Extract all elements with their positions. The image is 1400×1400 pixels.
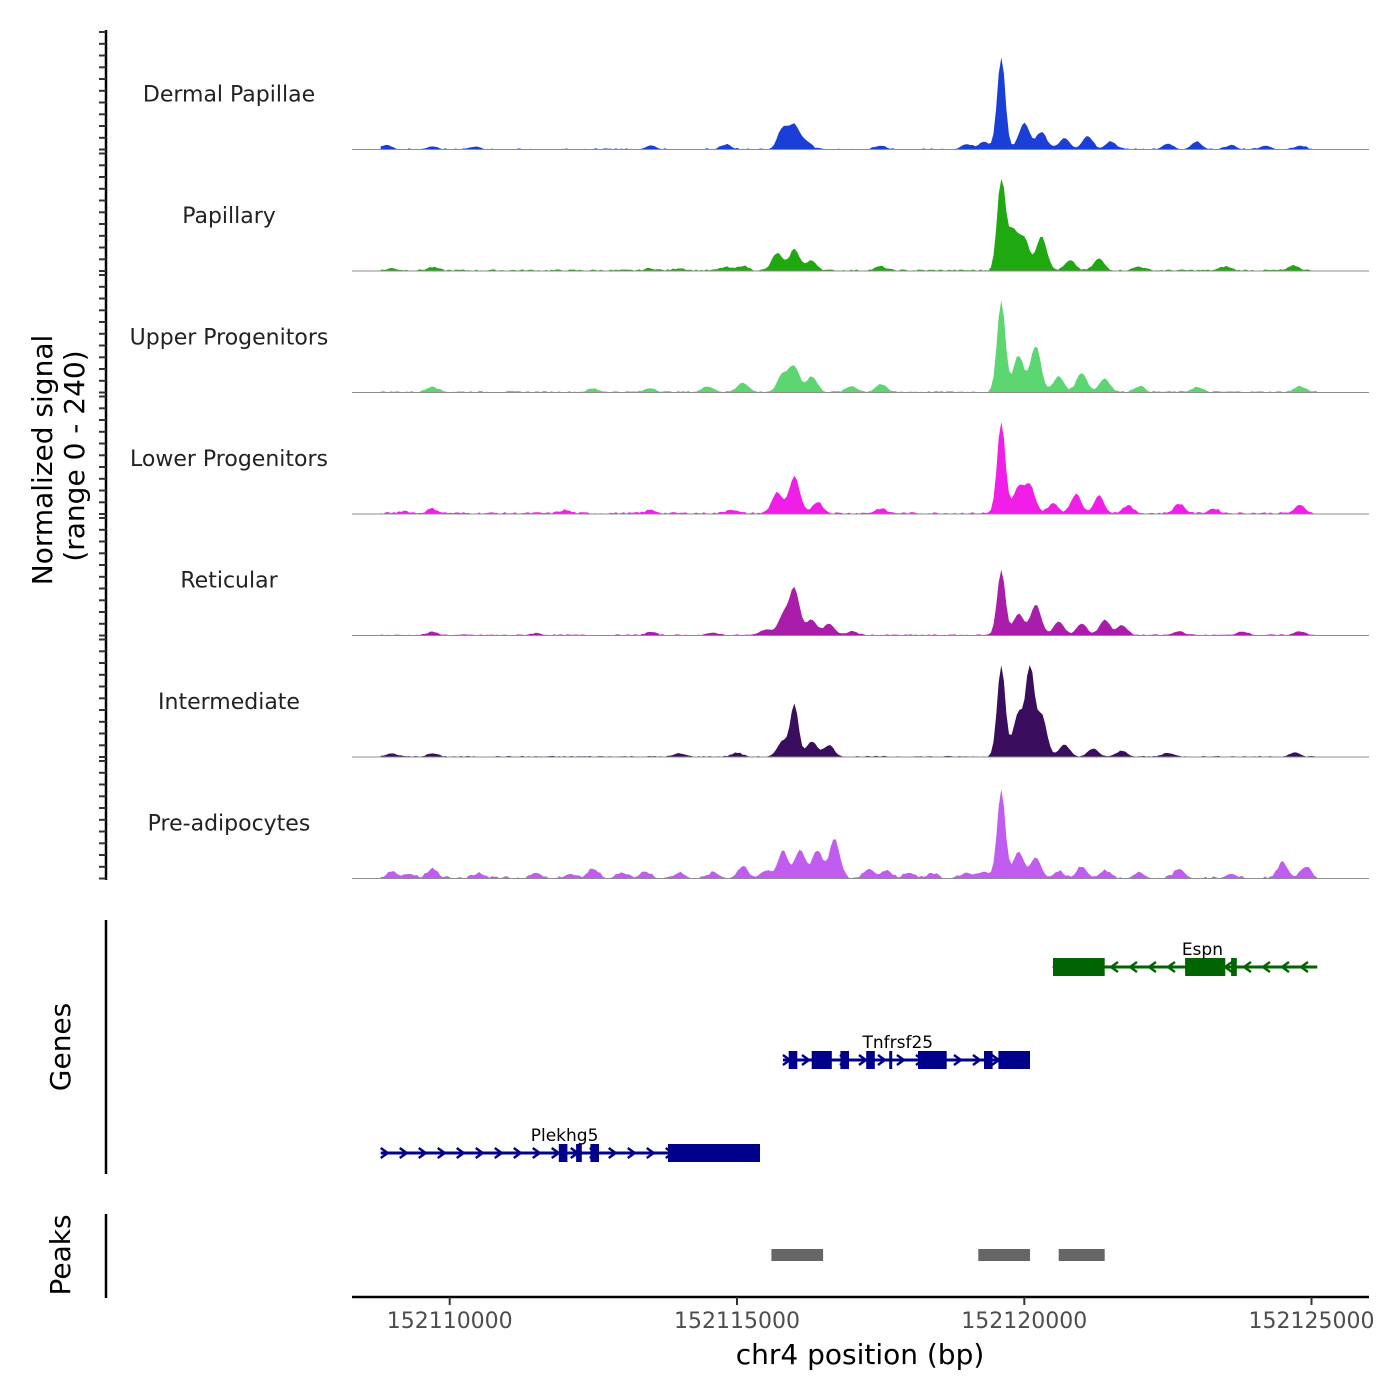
strand-arrow	[1298, 961, 1309, 973]
strand-arrow	[877, 1054, 887, 1066]
y-axis-ticks	[99, 31, 106, 880]
peak-region	[771, 1249, 824, 1261]
strand-arrow	[1241, 961, 1252, 973]
strand-arrow	[1146, 961, 1157, 973]
coverage-area	[380, 179, 1318, 271]
strand-arrow	[896, 1054, 906, 1066]
gene-exon	[1053, 958, 1105, 976]
track-label: Lower Progenitors	[130, 447, 328, 472]
x-tick-label: 152115000	[674, 1309, 800, 1334]
strand-arrow	[953, 1054, 963, 1066]
coverage-area	[380, 300, 1318, 393]
track-label: Pre-adipocytes	[148, 812, 311, 837]
strand-arrow	[418, 1147, 428, 1159]
coverage-area	[380, 789, 1318, 879]
track-label: Reticular	[180, 569, 278, 594]
gene-exon	[1185, 958, 1226, 976]
gene-label: Espn	[1182, 940, 1223, 960]
track-5: Reticular	[180, 569, 1369, 636]
gene-models: Espn Tnfrsf25 Plekhg5	[380, 940, 1318, 1162]
gene-exon	[590, 1144, 599, 1162]
strand-arrow	[532, 1147, 542, 1159]
gene-exon	[788, 1051, 798, 1069]
gene-label: Plekhg5	[531, 1126, 599, 1146]
strand-arrow	[858, 1054, 868, 1066]
coverage-area	[380, 57, 1318, 150]
track-label: Upper Progenitors	[130, 326, 329, 351]
peak-region	[978, 1249, 1030, 1261]
strand-arrow	[646, 1147, 656, 1159]
track-7: Pre-adipocytes	[148, 789, 1369, 879]
strand-arrow	[972, 1054, 982, 1066]
track-4: Lower Progenitors	[130, 422, 1369, 515]
x-tick-label: 152110000	[387, 1309, 513, 1334]
strand-arrow	[627, 1147, 637, 1159]
track-label: Intermediate	[158, 690, 300, 715]
strand-arrow	[513, 1147, 523, 1159]
coverage-area	[380, 422, 1318, 514]
strand-arrow	[608, 1147, 618, 1159]
x-tick-label: 152120000	[961, 1309, 1087, 1334]
strand-arrow	[456, 1147, 466, 1159]
gene-exon	[558, 1144, 568, 1162]
gene-exon	[998, 1051, 1030, 1069]
strand-arrow	[551, 1147, 561, 1159]
strand-arrow	[1260, 961, 1271, 973]
strand-arrow	[1108, 961, 1119, 973]
track-label: Dermal Papillae	[143, 83, 315, 108]
track-3: Upper Progenitors	[130, 300, 1369, 393]
gene-exon	[576, 1144, 582, 1162]
coverage-area	[380, 569, 1318, 636]
peaks-panel-title: Peaks	[44, 1214, 77, 1295]
gene-exon	[1231, 958, 1237, 976]
gene-exon	[866, 1051, 875, 1069]
strand-arrow	[801, 1054, 811, 1066]
genes-panel-title: Genes	[44, 1003, 77, 1091]
peak-region	[1058, 1249, 1105, 1261]
strand-arrow	[1165, 961, 1176, 973]
coverage-tracks: Dermal Papillae Papillary Upper Progenitor…	[130, 57, 1369, 879]
track-6: Intermediate	[158, 665, 1369, 758]
gene-exon	[889, 1051, 893, 1069]
strand-arrow	[380, 1147, 390, 1159]
coverage-area	[380, 665, 1318, 757]
x-tick-label: 152125000	[1249, 1309, 1375, 1334]
gene-exon	[668, 1144, 714, 1162]
peak-regions	[771, 1249, 1105, 1261]
x-axis-ticks: 152110000 152115000 152120000 152125000	[387, 1297, 1375, 1334]
strand-arrow	[1127, 961, 1138, 973]
y-axis-title: Normalized signal	[26, 335, 59, 586]
strand-arrow	[1279, 961, 1290, 973]
gene-label: Tnfrsf25	[861, 1033, 933, 1053]
y-axis-title-range: (range 0 - 240)	[58, 350, 91, 561]
gene-exon	[811, 1051, 832, 1069]
gene-exon	[840, 1051, 849, 1069]
gene-exon	[714, 1144, 760, 1162]
strand-arrow	[399, 1147, 409, 1159]
track-2: Papillary	[182, 179, 1369, 272]
gene-tnfrsf25: Tnfrsf25	[782, 1033, 1030, 1069]
track-1: Dermal Papillae	[143, 57, 1369, 150]
gene-espn: Espn	[1051, 940, 1318, 976]
strand-arrow	[494, 1147, 504, 1159]
gene-exon	[918, 1051, 947, 1069]
strand-arrow	[475, 1147, 485, 1159]
strand-arrow	[437, 1147, 447, 1159]
gene-exon	[984, 1051, 993, 1069]
track-label: Papillary	[182, 204, 276, 229]
x-axis-title: chr4 position (bp)	[736, 1338, 985, 1371]
gene-plekhg5: Plekhg5	[380, 1126, 760, 1162]
